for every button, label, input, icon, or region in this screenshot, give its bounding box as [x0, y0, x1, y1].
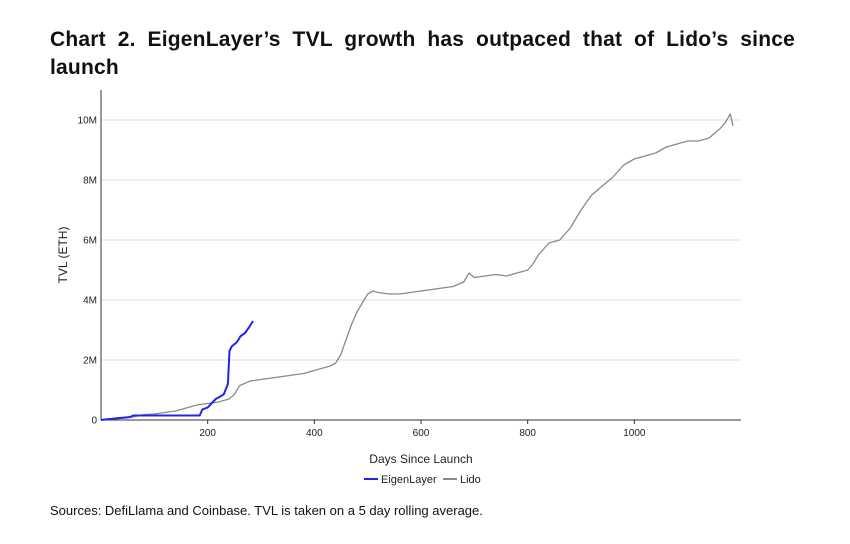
chart-title: Chart 2. EigenLayer’s TVL growth has out…: [50, 28, 795, 79]
legend: EigenLayer Lido: [364, 474, 481, 486]
x-tick-labels: 200 400 600 800 1000: [199, 420, 646, 439]
legend-label-lido: Lido: [460, 474, 481, 486]
x-axis-title: Days Since Launch: [369, 452, 472, 466]
y-tick-labels: 0 2M 4M 6M 8M 10M: [78, 116, 98, 427]
x-tick-label: 600: [413, 428, 430, 439]
x-tick-label: 400: [306, 428, 323, 439]
x-tick-label: 1000: [623, 428, 646, 439]
legend-label-eigenlayer: EigenLayer: [381, 474, 437, 486]
y-tick-label: 8M: [83, 176, 97, 187]
series-line-eigenlayer: [100, 320, 254, 421]
y-axis-title: TVL (ETH): [56, 227, 70, 284]
gridlines: [101, 119, 741, 361]
y-tick-label: 4M: [83, 296, 97, 307]
x-tick-label: 200: [199, 428, 216, 439]
y-tick-label: 10M: [78, 116, 97, 127]
x-tick-label: 800: [519, 428, 536, 439]
y-tick-label: 6M: [83, 236, 97, 247]
y-tick-label: 0: [91, 416, 97, 427]
y-tick-label: 2M: [83, 356, 97, 367]
series-lines: [100, 113, 734, 421]
axes: [100, 90, 741, 421]
source-note: Sources: DefiLlama and Coinbase. TVL is …: [50, 503, 483, 518]
series-line-lido: [100, 113, 734, 421]
